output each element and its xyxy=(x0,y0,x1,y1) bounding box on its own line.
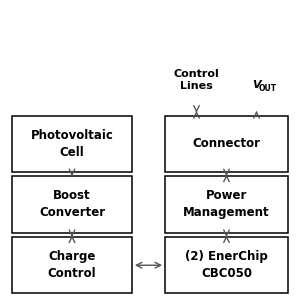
Text: Power
Management: Power Management xyxy=(183,189,270,219)
Bar xyxy=(165,176,288,233)
Bar xyxy=(12,176,132,233)
Bar xyxy=(12,237,132,293)
Bar xyxy=(165,116,288,172)
Text: Photovoltaic
Cell: Photovoltaic Cell xyxy=(31,129,113,159)
Text: V: V xyxy=(252,80,261,90)
Text: Charge
Control: Charge Control xyxy=(48,250,96,280)
Text: OUT: OUT xyxy=(259,84,277,93)
Bar xyxy=(12,116,132,172)
Text: (2) EnerChip
CBC050: (2) EnerChip CBC050 xyxy=(185,250,268,280)
Bar xyxy=(165,237,288,293)
Text: Connector: Connector xyxy=(193,137,260,150)
Text: Control
Lines: Control Lines xyxy=(174,69,219,91)
Text: Boost
Converter: Boost Converter xyxy=(39,189,105,219)
